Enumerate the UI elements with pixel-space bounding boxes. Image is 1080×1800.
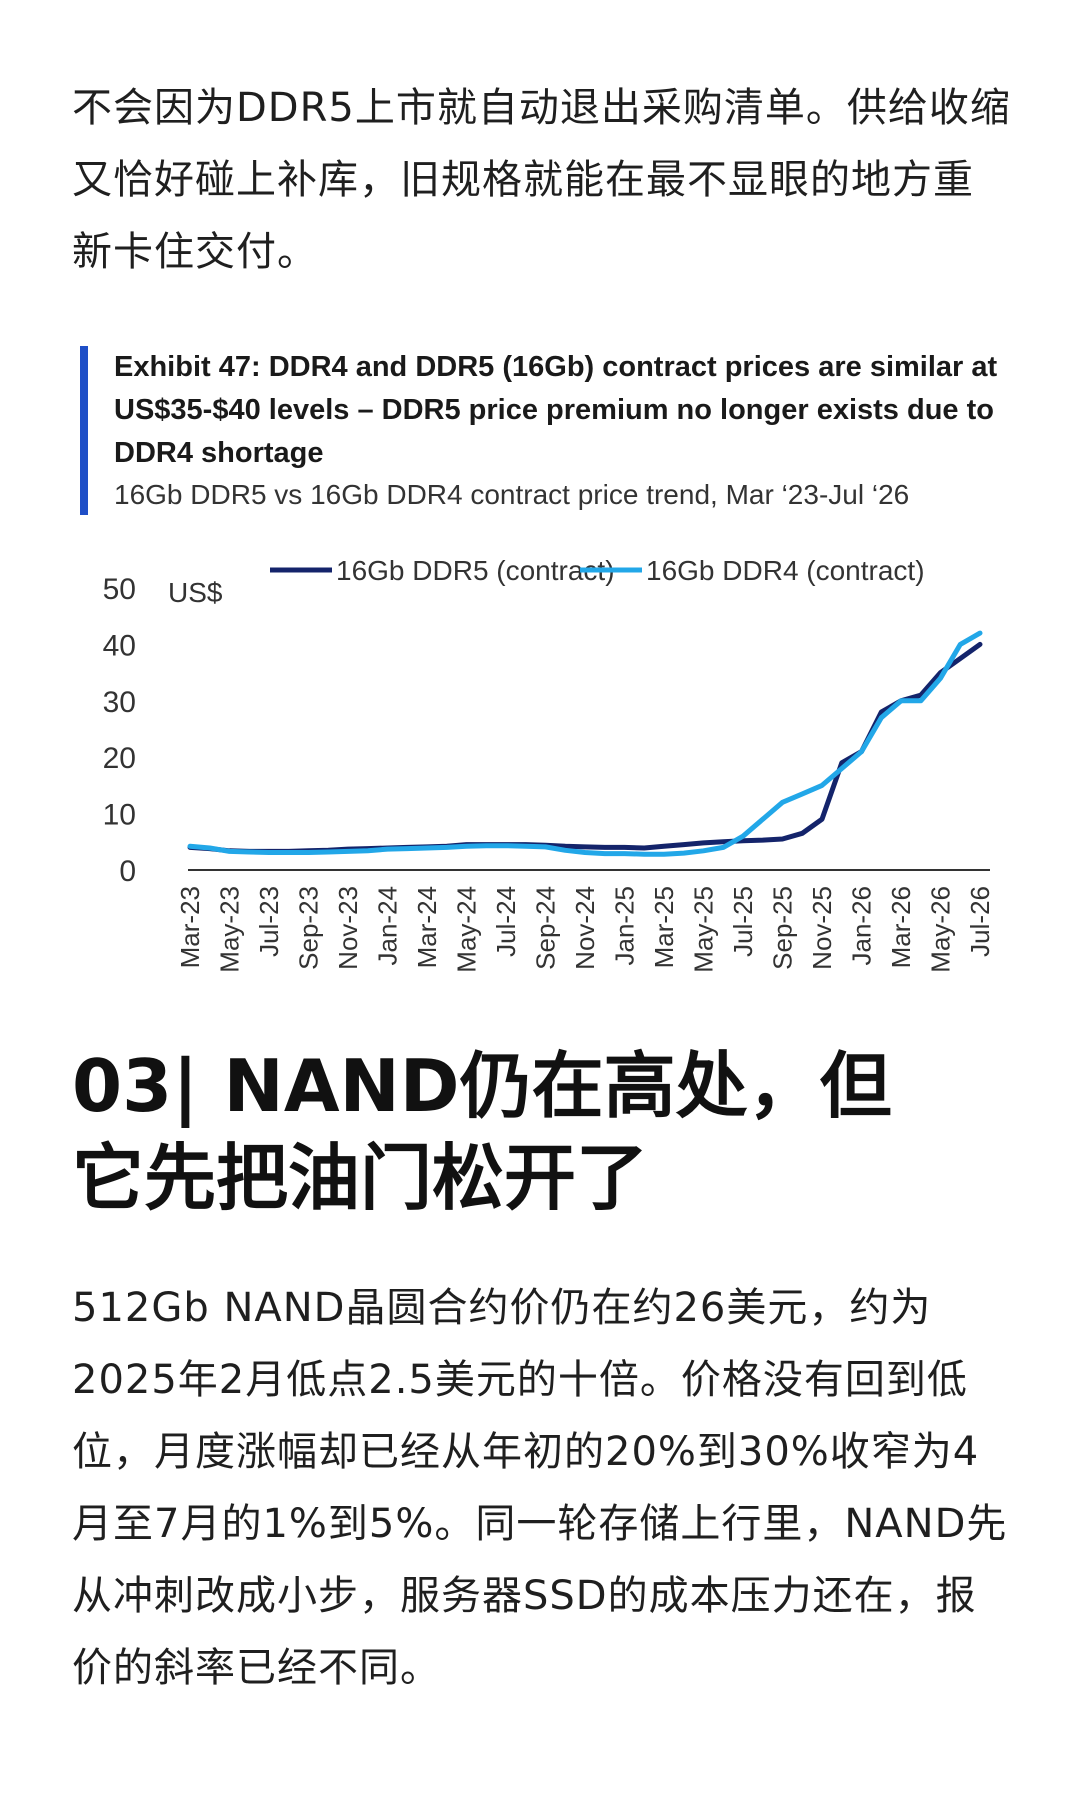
x-tick-label: May-24 [452,886,482,973]
y-axis-label: US$ [168,577,223,608]
section-heading-line1: 03| NAND仍在高处，但 [72,1044,892,1128]
exhibit-subtitle: 16Gb DDR5 vs 16Gb DDR4 contract price tr… [114,479,910,510]
x-tick-label: Nov-23 [333,886,363,970]
legend-label: 16Gb DDR5 (contract) [336,555,615,586]
x-tick-label: Jan-26 [847,886,877,966]
y-tick-label: 20 [103,742,136,775]
price-trend-chart: 0 10 20 30 40 50 US$ Mar-23 May-23 Jul-23 Sep-23 No… [103,555,995,973]
x-tick-label: May-23 [215,886,245,973]
series-line [187,630,983,857]
x-tick-label: Jan-24 [373,886,403,966]
y-tick-label: 40 [103,629,136,662]
x-tick-label: Mar-25 [649,886,679,968]
section-heading: 03| NAND仍在高处，但 它先把油门松开了 [72,1040,1032,1224]
y-tick-label: 0 [119,855,136,888]
x-tick-label: Mar-23 [175,886,205,968]
nand-paragraph: 512Gb NAND晶圆合约价仍在约26美元，约为2025年2月低点2.5美元的… [72,1285,1008,1691]
x-tick-label: Jul-24 [491,886,521,957]
y-tick-label: 30 [103,686,136,719]
x-tick-label: Mar-24 [412,886,442,968]
x-tick-label: Jul-25 [728,886,758,957]
x-tick-label: Sep-24 [531,886,561,970]
x-tick-label: Sep-23 [294,886,324,970]
legend-label: 16Gb DDR4 (contract) [646,555,925,586]
x-tick-label: Jan-25 [610,886,640,966]
x-tick-label: Mar-26 [886,886,916,968]
intro-paragraph: 不会因为DDR5上市就自动退出采购清单。供给收缩又恰好碰上补库，旧规格就能在最不… [72,85,1011,275]
x-tick-label: Jul-26 [965,886,995,957]
exhibit-title: Exhibit 47: DDR4 and DDR5 (16Gb) contrac… [114,351,998,469]
section-heading-line2: 它先把油门松开了 [72,1136,649,1220]
y-tick-label: 10 [103,799,136,832]
x-tick-label: May-25 [689,886,719,973]
y-tick-label: 50 [103,573,136,606]
exhibit-header: Exhibit 47: DDR4 and DDR5 (16Gb) contrac… [80,346,1064,515]
x-tick-label: Nov-24 [570,886,600,970]
x-tick-label: Sep-25 [768,886,798,970]
x-tick-label: May-26 [926,886,956,973]
x-tick-label: Nov-25 [807,886,837,970]
x-tick-label: Jul-23 [254,886,284,957]
